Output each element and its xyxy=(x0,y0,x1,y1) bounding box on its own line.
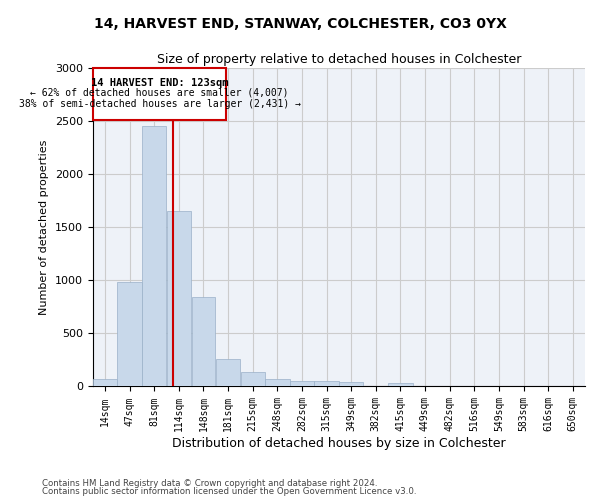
Text: 14 HARVEST END: 123sqm: 14 HARVEST END: 123sqm xyxy=(91,78,229,88)
Bar xyxy=(340,382,364,386)
Bar xyxy=(142,126,166,386)
Bar xyxy=(314,381,339,386)
Title: Size of property relative to detached houses in Colchester: Size of property relative to detached ho… xyxy=(157,52,521,66)
Text: 38% of semi-detached houses are larger (2,431) →: 38% of semi-detached houses are larger (… xyxy=(19,98,301,108)
X-axis label: Distribution of detached houses by size in Colchester: Distribution of detached houses by size … xyxy=(172,437,506,450)
Bar xyxy=(167,212,191,386)
Text: Contains HM Land Registry data © Crown copyright and database right 2024.: Contains HM Land Registry data © Crown c… xyxy=(42,478,377,488)
Y-axis label: Number of detached properties: Number of detached properties xyxy=(40,140,49,315)
Bar xyxy=(117,282,142,387)
Text: Contains public sector information licensed under the Open Government Licence v3: Contains public sector information licen… xyxy=(42,488,416,496)
Bar xyxy=(241,372,265,386)
Bar xyxy=(93,378,117,386)
Bar xyxy=(216,359,241,386)
Bar xyxy=(265,379,290,386)
FancyBboxPatch shape xyxy=(94,68,226,120)
Text: 14, HARVEST END, STANWAY, COLCHESTER, CO3 0YX: 14, HARVEST END, STANWAY, COLCHESTER, CO… xyxy=(94,18,506,32)
Bar xyxy=(191,298,215,386)
Bar xyxy=(388,383,413,386)
Bar xyxy=(290,380,314,386)
Text: ← 62% of detached houses are smaller (4,007): ← 62% of detached houses are smaller (4,… xyxy=(31,88,289,98)
